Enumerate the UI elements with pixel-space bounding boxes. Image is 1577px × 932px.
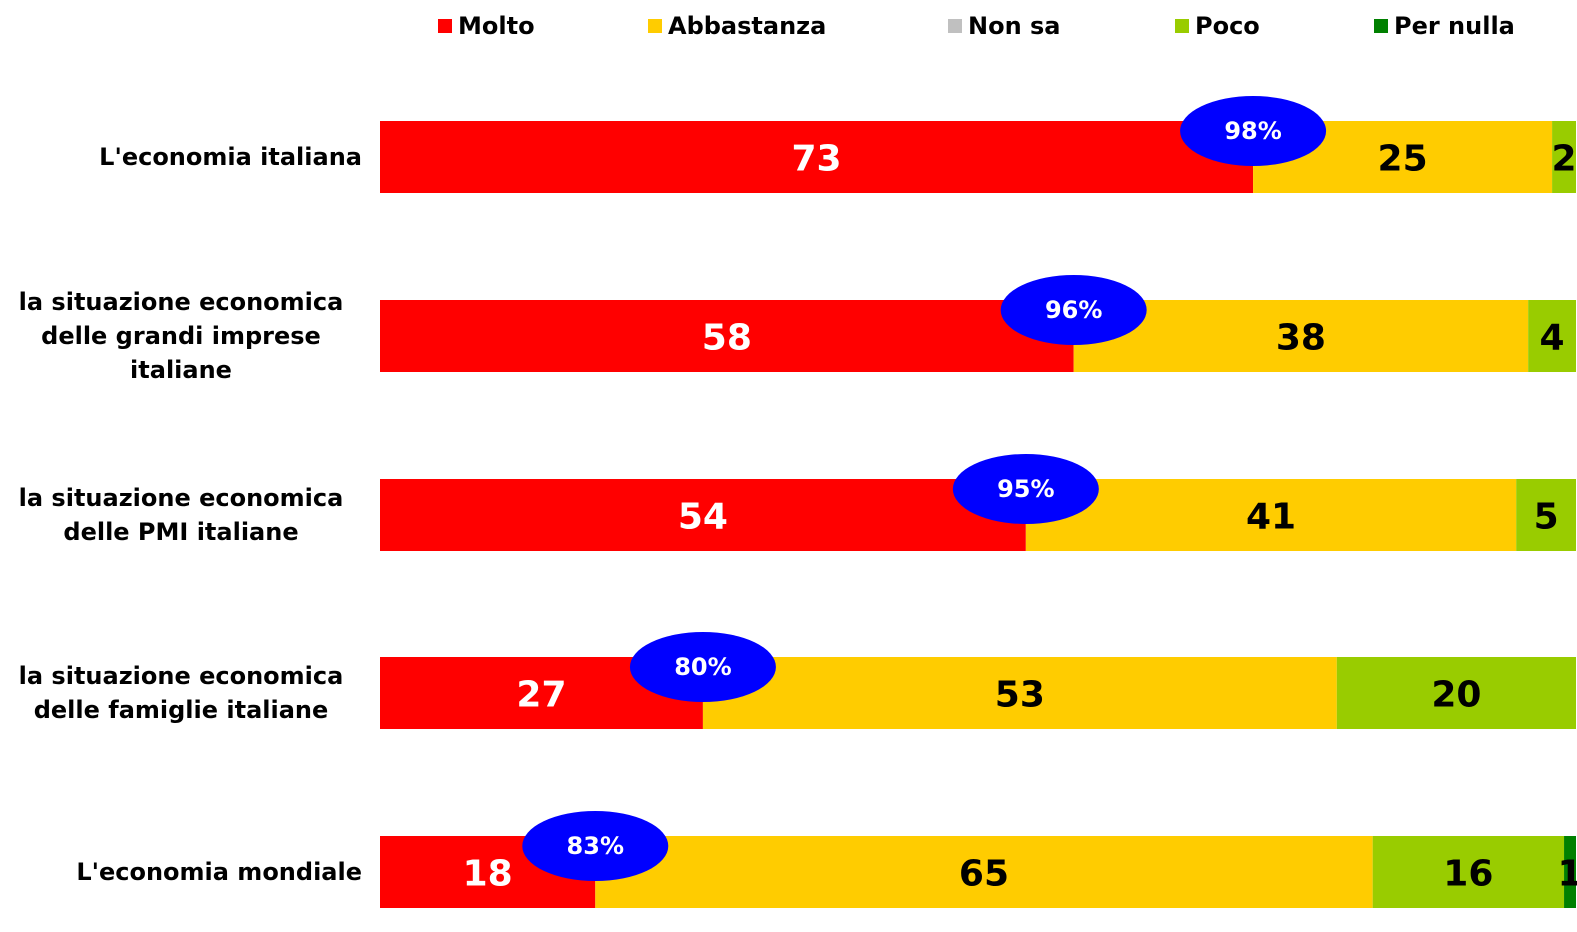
bar-segment xyxy=(595,836,1373,908)
bar-segment xyxy=(1564,836,1576,908)
legend-label: Molto xyxy=(458,12,535,40)
bar-segment xyxy=(380,121,1254,193)
chart: Molto Abbastanza Non sa Poco Per nulla 73 25 2 9… xyxy=(380,12,1577,908)
category-label-box: L'economia italiana xyxy=(0,97,362,217)
category-label: la situazione economica delle famiglie i… xyxy=(18,662,344,724)
category-label: L'economia mondiale xyxy=(76,858,362,886)
value-label: 53 xyxy=(995,675,1045,716)
bar-segment xyxy=(702,657,1337,729)
bar-segment xyxy=(1372,836,1565,908)
value-label: 2 xyxy=(1552,139,1577,180)
legend-swatch xyxy=(1175,19,1189,33)
value-label: 27 xyxy=(516,675,566,716)
legend-swatch xyxy=(948,19,962,33)
category-label-box: la situazione economica delle PMI italia… xyxy=(0,455,362,575)
total-bubble xyxy=(1180,96,1327,166)
category-label: la situazione economica delle PMI italia… xyxy=(18,484,344,546)
value-label: 41 xyxy=(1246,497,1296,538)
category-label: L'economia italiana xyxy=(99,143,362,171)
value-label: 25 xyxy=(1378,139,1428,180)
total-bubble xyxy=(629,632,776,702)
category-label-box: la situazione economica delle grandi imp… xyxy=(0,276,362,396)
bar-segment xyxy=(1025,479,1517,551)
bar-segment xyxy=(1336,657,1576,729)
total-label: 95% xyxy=(997,475,1054,503)
value-label: 58 xyxy=(702,318,752,359)
total-label: 83% xyxy=(567,832,624,860)
category-label: la situazione economica delle grandi imp… xyxy=(18,288,344,384)
legend-label: Per nulla xyxy=(1394,12,1515,40)
bar-segment xyxy=(1073,300,1529,372)
total-label: 80% xyxy=(674,653,731,681)
value-label: 73 xyxy=(791,139,841,180)
bar-segment xyxy=(1552,121,1576,193)
value-label: 54 xyxy=(678,497,728,538)
total-label: 98% xyxy=(1224,117,1281,145)
page: {"chart_data": {"type": "stacked-barh", … xyxy=(0,12,1577,908)
bar-segment xyxy=(380,300,1074,372)
value-label: 38 xyxy=(1276,318,1326,359)
legend-label: Abbastanza xyxy=(668,12,826,40)
category-label-box: L'economia mondiale xyxy=(0,812,362,932)
legend-swatch xyxy=(1374,19,1388,33)
total-label: 96% xyxy=(1045,296,1102,324)
total-bubble xyxy=(1000,275,1147,345)
value-label: 16 xyxy=(1443,854,1493,895)
category-label-box: la situazione economica delle famiglie i… xyxy=(0,633,362,753)
value-label: 1 xyxy=(1557,854,1577,895)
legend-swatch xyxy=(438,19,452,33)
legend-label: Non sa xyxy=(968,12,1061,40)
bar-segment xyxy=(1516,479,1576,551)
legend-swatch xyxy=(648,19,662,33)
value-label: 65 xyxy=(959,854,1009,895)
value-label: 20 xyxy=(1431,675,1481,716)
bar-segment xyxy=(1528,300,1576,372)
legend-label: Poco xyxy=(1195,12,1260,40)
value-label: 18 xyxy=(463,854,513,895)
total-bubble xyxy=(522,811,669,881)
value-label: 5 xyxy=(1534,497,1559,538)
bar-segment xyxy=(380,479,1026,551)
total-bubble xyxy=(952,454,1099,524)
value-label: 4 xyxy=(1540,318,1565,359)
